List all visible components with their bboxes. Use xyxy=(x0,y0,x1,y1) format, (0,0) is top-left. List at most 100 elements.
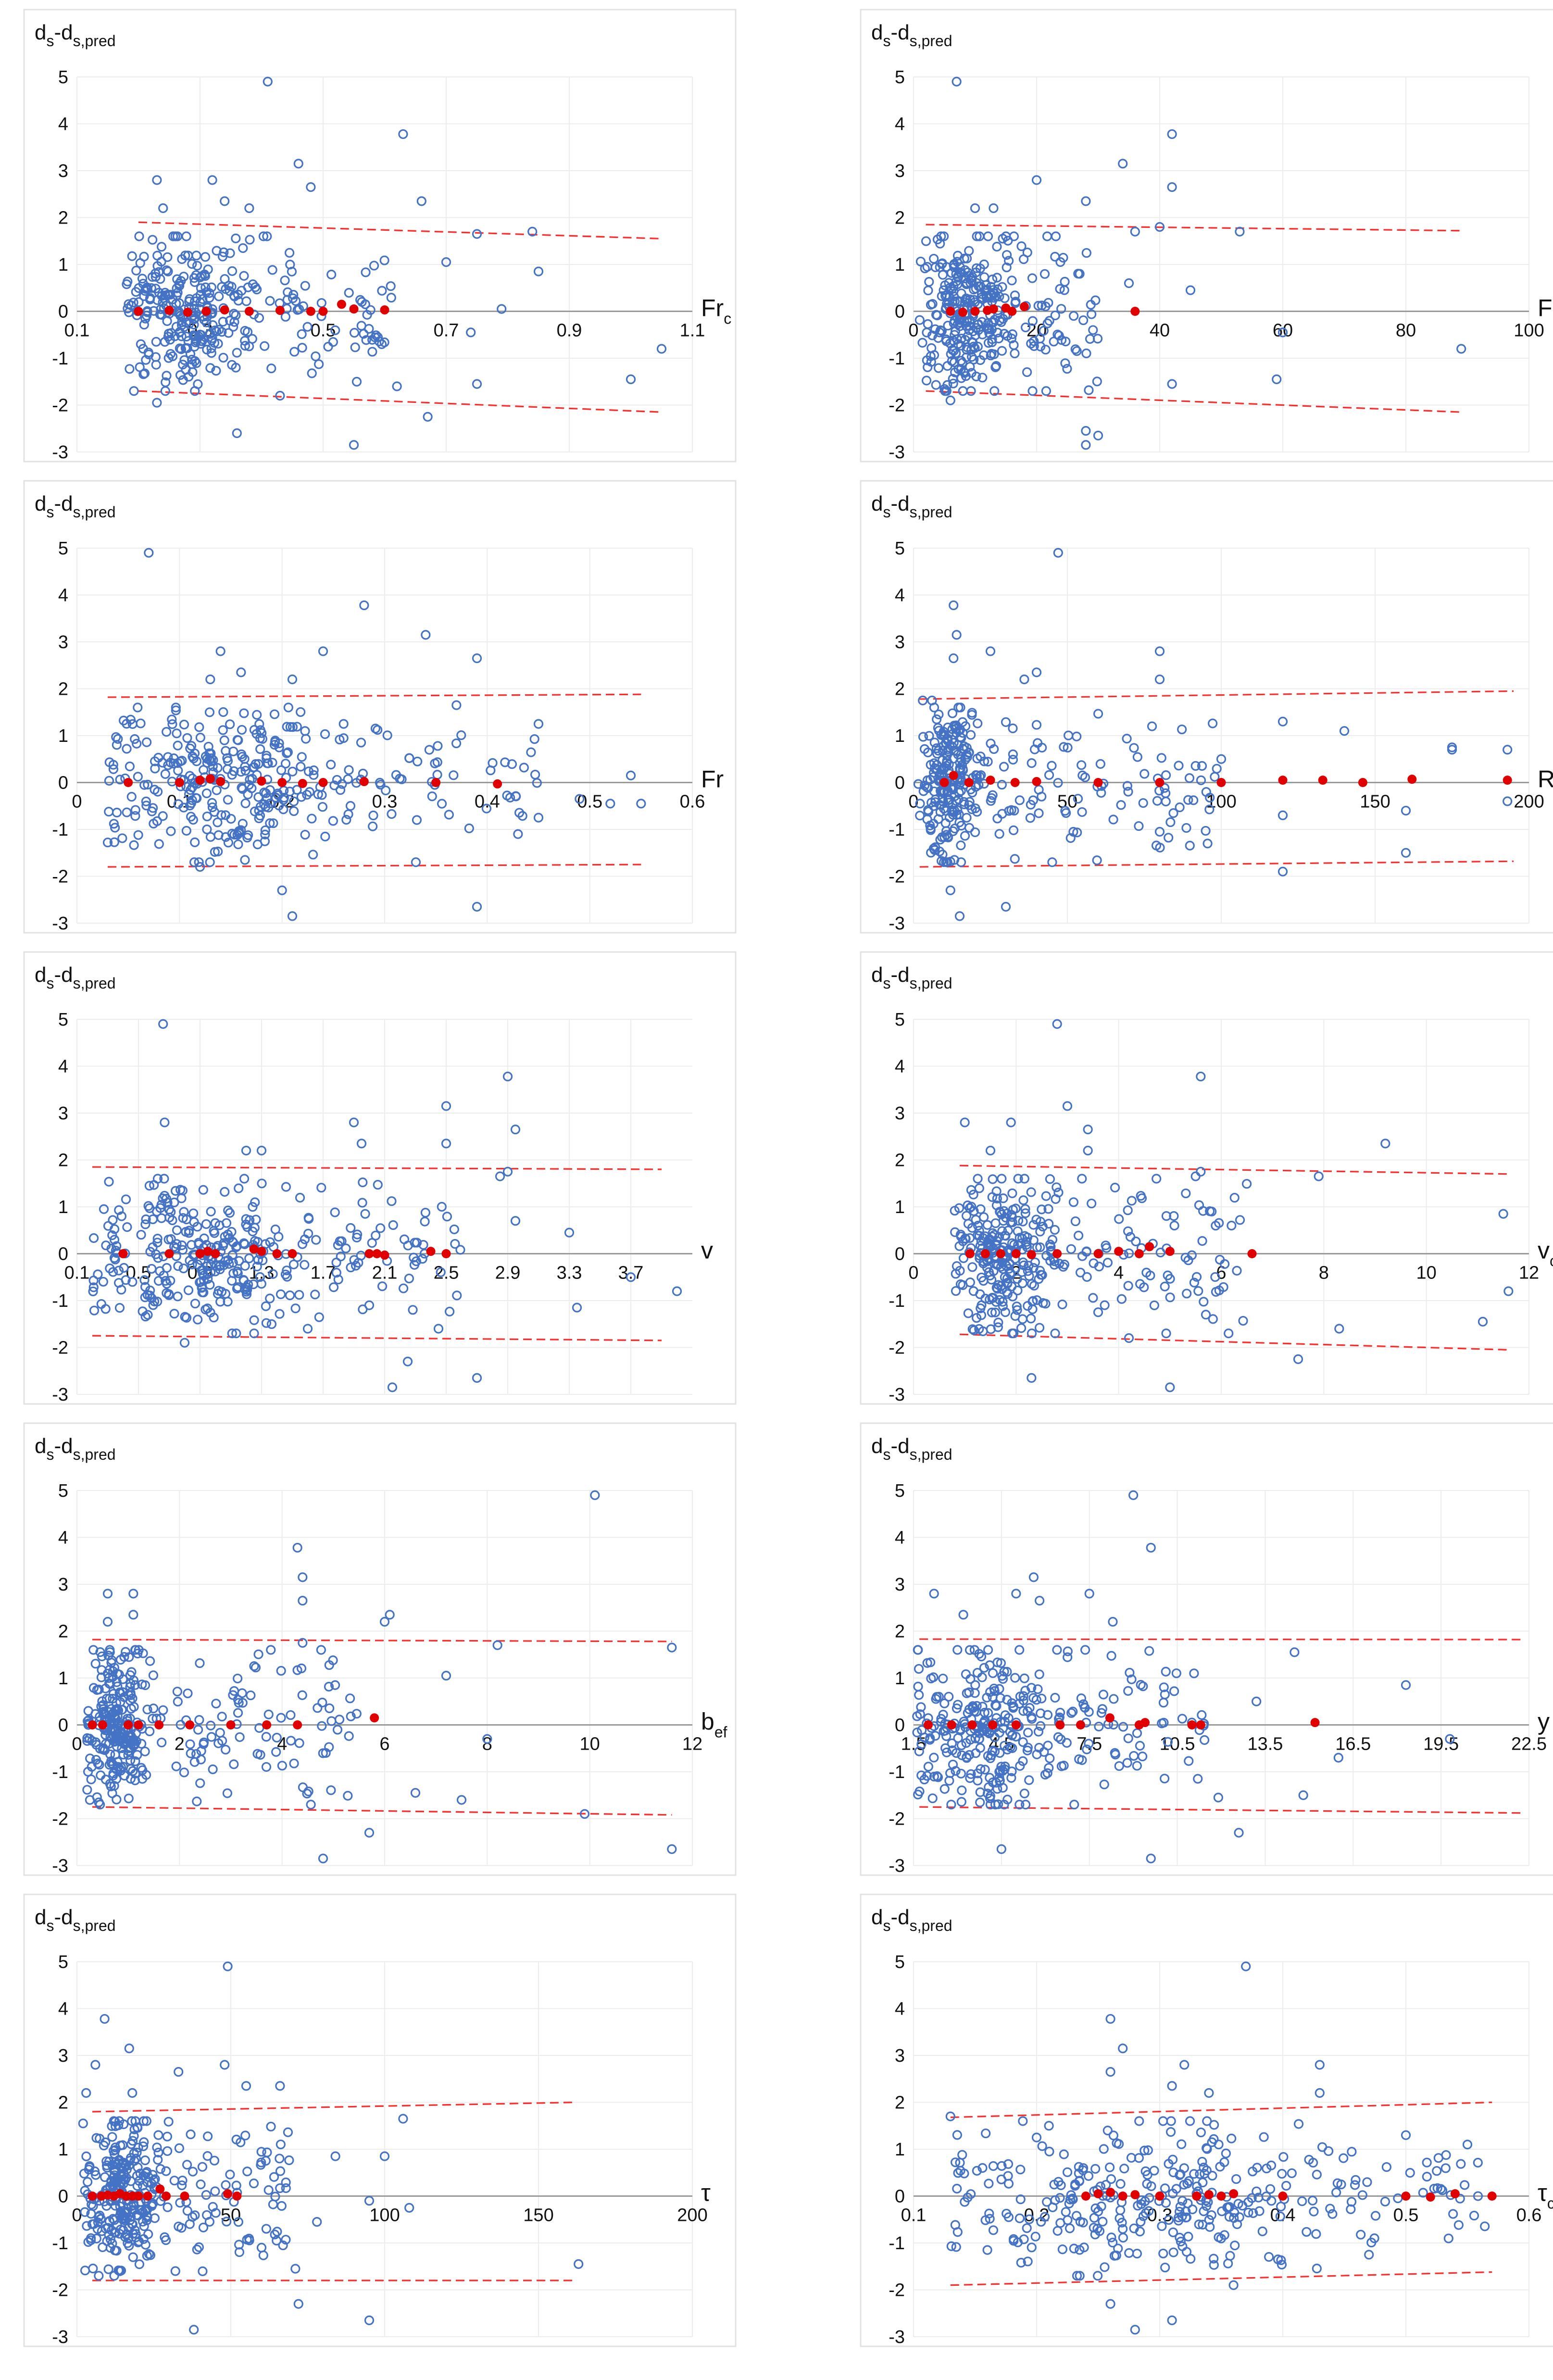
data-point xyxy=(517,811,527,821)
data-point xyxy=(976,1652,987,1662)
data-point xyxy=(100,1304,111,1314)
data-point xyxy=(1149,2166,1159,2176)
data-point xyxy=(958,765,968,776)
mean-point xyxy=(143,2192,152,2201)
data-point xyxy=(124,1652,134,1662)
data-point xyxy=(178,360,188,370)
data-point xyxy=(430,758,440,768)
data-point xyxy=(1002,1289,1013,1299)
data-point xyxy=(1177,724,1187,735)
data-point xyxy=(1197,761,1207,771)
data-point xyxy=(990,1700,1001,1710)
data-point xyxy=(1369,2233,1379,2243)
y-tick-label: -2 xyxy=(889,1338,905,1358)
data-point xyxy=(96,1701,106,1712)
data-point xyxy=(179,719,189,730)
data-point xyxy=(997,1174,1007,1184)
data-point xyxy=(996,1658,1006,1668)
chart-panel-4: -3-2-1012345050100150200Repds-ds,pred xyxy=(860,480,1553,934)
data-point xyxy=(108,1770,118,1781)
data-point xyxy=(1204,2215,1214,2225)
data-point xyxy=(234,1698,244,1708)
mean-point xyxy=(175,778,184,787)
data-point xyxy=(966,1769,976,1779)
data-point xyxy=(255,744,265,754)
data-point xyxy=(245,235,255,245)
data-point xyxy=(1433,2153,1443,2163)
data-point xyxy=(952,76,962,87)
data-point xyxy=(1040,2212,1050,2222)
y-tick-label: 2 xyxy=(895,208,905,228)
data-point xyxy=(192,1796,202,1806)
data-point xyxy=(1024,2214,1034,2224)
data-point xyxy=(977,1702,988,1712)
data-point xyxy=(981,293,991,303)
data-point xyxy=(1075,1267,1086,1278)
mean-point xyxy=(1081,2192,1090,2201)
data-point xyxy=(260,829,270,839)
data-point xyxy=(170,2266,180,2276)
data-point xyxy=(1157,2221,1167,2231)
data-point xyxy=(938,755,948,765)
data-point xyxy=(1102,2126,1113,2136)
data-point xyxy=(175,2198,185,2208)
x-tick-label: 60 xyxy=(1273,321,1293,341)
data-point xyxy=(1068,1197,1079,1207)
mean-point xyxy=(1145,1242,1154,1252)
data-point xyxy=(1076,1693,1086,1704)
data-point xyxy=(1161,770,1171,780)
data-point xyxy=(992,1193,1002,1203)
data-point xyxy=(338,733,349,743)
mean-point xyxy=(195,776,205,785)
y-tick-label: 0 xyxy=(895,1244,905,1265)
data-point xyxy=(201,788,212,799)
lower-bound-line xyxy=(926,390,1462,413)
data-point xyxy=(1215,2162,1225,2172)
data-point xyxy=(148,235,158,245)
data-point xyxy=(173,1291,183,1302)
data-point xyxy=(975,1787,985,1797)
data-point xyxy=(1198,2178,1208,2188)
x-tick-label: 200 xyxy=(1514,792,1544,812)
data-point xyxy=(1090,2164,1101,2174)
data-point xyxy=(100,2137,111,2147)
data-point xyxy=(125,1731,135,1741)
data-point xyxy=(328,1282,339,1292)
data-point xyxy=(1034,1323,1045,1333)
mean-point xyxy=(989,304,998,314)
data-point xyxy=(960,1117,970,1127)
mean-point xyxy=(988,1720,998,1729)
data-point xyxy=(249,2178,259,2189)
data-point xyxy=(1156,753,1166,763)
data-point xyxy=(1129,1751,1139,1761)
data-point xyxy=(188,1208,199,1218)
data-point xyxy=(1380,2196,1390,2207)
data-point xyxy=(1114,1214,1124,1224)
data-point xyxy=(132,739,142,749)
data-point xyxy=(232,1266,242,1277)
mean-point xyxy=(293,1720,302,1729)
data-point xyxy=(205,1280,215,1290)
data-point xyxy=(98,1743,109,1753)
data-point xyxy=(1105,2299,1115,2309)
data-point xyxy=(190,1299,200,1309)
data-point xyxy=(166,1234,176,1244)
y-tick-label: 1 xyxy=(895,726,905,746)
data-point xyxy=(126,2139,137,2149)
data-point xyxy=(963,1308,973,1318)
data-point xyxy=(1070,1216,1080,1227)
data-point xyxy=(141,801,151,811)
data-point xyxy=(215,646,225,656)
data-point xyxy=(205,363,215,373)
data-point xyxy=(437,799,447,809)
data-point xyxy=(270,2192,280,2202)
y-tick-label: -3 xyxy=(889,442,905,463)
data-point xyxy=(1031,720,1042,730)
data-point xyxy=(227,1328,237,1339)
x-tick-label: 0 xyxy=(72,792,82,812)
data-point xyxy=(1108,814,1118,825)
mean-point xyxy=(359,777,369,787)
data-point xyxy=(211,1699,221,1709)
data-point xyxy=(1194,2219,1204,2230)
